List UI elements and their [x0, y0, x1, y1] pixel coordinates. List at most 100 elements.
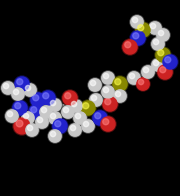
Circle shape	[69, 99, 83, 113]
Circle shape	[95, 113, 101, 119]
Circle shape	[23, 83, 37, 97]
Circle shape	[131, 16, 143, 28]
Circle shape	[153, 60, 159, 66]
Circle shape	[88, 78, 102, 92]
Circle shape	[103, 87, 109, 93]
Circle shape	[113, 77, 127, 91]
Circle shape	[153, 39, 159, 45]
Circle shape	[91, 95, 97, 101]
Circle shape	[130, 30, 146, 46]
Circle shape	[131, 31, 145, 45]
Circle shape	[41, 107, 47, 113]
Circle shape	[143, 67, 149, 73]
Circle shape	[15, 103, 21, 109]
Circle shape	[41, 91, 55, 105]
Circle shape	[101, 71, 115, 85]
Circle shape	[73, 111, 87, 125]
Circle shape	[62, 106, 74, 118]
Circle shape	[125, 42, 131, 48]
Circle shape	[2, 82, 14, 94]
Circle shape	[7, 111, 13, 117]
Circle shape	[27, 125, 33, 131]
Circle shape	[149, 22, 161, 34]
Circle shape	[25, 123, 39, 137]
Circle shape	[103, 97, 117, 111]
Circle shape	[103, 119, 109, 125]
Circle shape	[90, 80, 96, 86]
Circle shape	[136, 23, 150, 37]
Circle shape	[49, 112, 61, 124]
Circle shape	[137, 78, 149, 90]
Circle shape	[48, 98, 62, 112]
Circle shape	[157, 29, 169, 41]
Circle shape	[12, 88, 24, 100]
Circle shape	[75, 113, 81, 119]
Circle shape	[1, 81, 15, 95]
Circle shape	[152, 59, 164, 71]
Circle shape	[50, 131, 56, 137]
Circle shape	[81, 119, 95, 133]
Circle shape	[102, 96, 118, 112]
Circle shape	[138, 79, 144, 85]
Circle shape	[129, 73, 135, 79]
Circle shape	[163, 55, 177, 69]
Circle shape	[49, 130, 61, 142]
Circle shape	[13, 101, 27, 115]
Circle shape	[101, 85, 115, 99]
Circle shape	[160, 67, 166, 73]
Circle shape	[90, 94, 102, 106]
Circle shape	[35, 115, 49, 129]
Circle shape	[102, 72, 114, 84]
Circle shape	[156, 48, 170, 62]
Circle shape	[83, 103, 89, 109]
Circle shape	[158, 30, 164, 36]
Circle shape	[11, 87, 25, 101]
Circle shape	[71, 101, 77, 107]
Circle shape	[13, 89, 19, 95]
Circle shape	[30, 92, 46, 108]
Circle shape	[12, 100, 28, 116]
Circle shape	[89, 93, 103, 107]
Circle shape	[151, 58, 165, 72]
Circle shape	[28, 104, 44, 120]
Circle shape	[115, 79, 121, 85]
Circle shape	[80, 100, 96, 116]
Circle shape	[23, 113, 29, 119]
Circle shape	[138, 25, 144, 31]
Circle shape	[50, 113, 56, 119]
Circle shape	[115, 91, 121, 97]
Circle shape	[102, 86, 114, 98]
Circle shape	[50, 100, 56, 106]
Circle shape	[89, 79, 101, 91]
Circle shape	[68, 123, 82, 137]
Circle shape	[70, 125, 76, 131]
Circle shape	[39, 105, 53, 119]
Circle shape	[48, 111, 62, 125]
Circle shape	[16, 120, 23, 127]
Circle shape	[31, 93, 45, 107]
Circle shape	[165, 57, 171, 63]
Circle shape	[81, 101, 95, 115]
Circle shape	[33, 95, 39, 101]
Circle shape	[128, 72, 140, 84]
Circle shape	[101, 117, 115, 131]
Circle shape	[114, 90, 126, 102]
Circle shape	[162, 54, 178, 70]
Circle shape	[136, 77, 150, 91]
Circle shape	[156, 28, 170, 42]
Circle shape	[74, 112, 86, 124]
Circle shape	[15, 77, 29, 91]
Circle shape	[14, 76, 30, 92]
Circle shape	[103, 73, 109, 79]
Circle shape	[63, 107, 69, 113]
Circle shape	[157, 64, 173, 80]
Circle shape	[62, 90, 78, 106]
Circle shape	[61, 105, 75, 119]
Circle shape	[69, 124, 81, 136]
Circle shape	[13, 117, 31, 135]
Circle shape	[130, 15, 144, 29]
Circle shape	[14, 118, 30, 134]
Circle shape	[148, 21, 162, 35]
Circle shape	[142, 66, 154, 78]
Circle shape	[113, 89, 127, 103]
